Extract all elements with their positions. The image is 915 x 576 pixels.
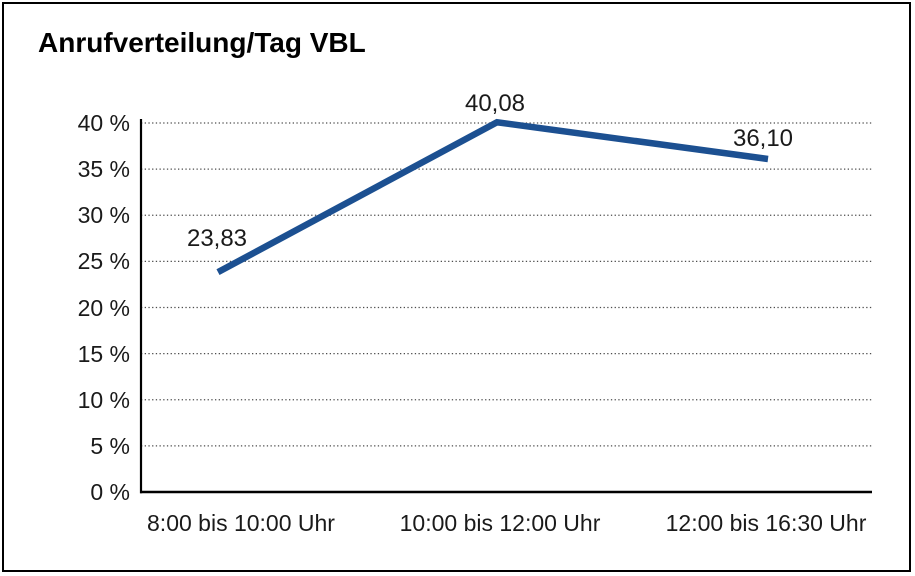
x-tick-label: 8:00 bis 10:00 Uhr	[147, 510, 335, 536]
y-tick-label: 5 %	[90, 432, 130, 459]
y-tick-label: 25 %	[77, 248, 130, 275]
x-tick-label: 10:00 bis 12:00 Uhr	[399, 510, 601, 536]
chart-title: Anrufverteilung/Tag VBL	[38, 27, 366, 58]
y-tick-label: 40 %	[77, 110, 130, 136]
y-tick-label: 35 %	[77, 156, 130, 183]
y-tick-label: 15 %	[77, 340, 130, 367]
y-tick-label: 30 %	[77, 202, 130, 229]
data-label: 36,10	[732, 124, 794, 152]
x-tick-label: 12:00 bis 16:30 Uhr	[665, 510, 867, 536]
y-tick-label: 20 %	[77, 294, 130, 321]
y-tick-label: 0 %	[90, 479, 130, 505]
data-label: 23,83	[186, 225, 248, 253]
series-line	[216, 118, 769, 276]
data-label: 40,08	[464, 90, 526, 118]
y-tick-label: 10 %	[77, 386, 130, 413]
